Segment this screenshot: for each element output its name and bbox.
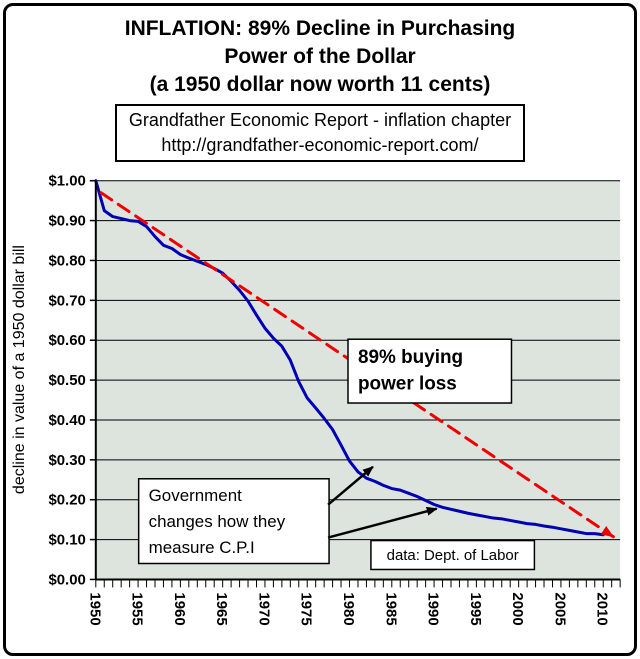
cpi-note-text: changes how they [149, 512, 286, 531]
x-axis-tick-label: 1950 [86, 592, 103, 625]
source-box: Grandfather Economic Report - inflation … [114, 104, 526, 162]
y-axis-title: decline in value of a 1950 dollar bill [10, 245, 28, 495]
cpi-note-box [137, 478, 330, 565]
source-url: http://grandfather-economic-report.com/ [161, 135, 479, 155]
x-axis-tick-label: 1980 [340, 592, 357, 625]
x-axis-tick-label: 1975 [298, 592, 315, 625]
loss-label-text: power loss [358, 374, 457, 395]
chart-title-line1: INFLATION: 89% Decline in Purchasing [124, 17, 516, 40]
y-axis-tick-label: $0.00 [48, 571, 85, 588]
y-axis-tick-label: $0.20 [48, 492, 85, 509]
y-axis-tick-label: $0.90 [48, 213, 85, 230]
y-axis-tick-label: $0.70 [48, 292, 85, 309]
x-axis-tick-label: 1965 [213, 592, 230, 625]
cpi-note-text: measure C.P.I [149, 538, 255, 557]
x-axis-tick-label: 1960 [171, 592, 188, 625]
x-axis-tick-label: 2000 [509, 592, 526, 625]
source-note-text: data: Dept. of Labor [387, 547, 519, 564]
y-axis-title-wrap: decline in value of a 1950 dollar bill [6, 170, 34, 640]
y-axis-tick-label: $0.40 [48, 412, 85, 429]
x-axis-tick-label: 1955 [128, 592, 145, 625]
loss-label-text: 89% buying [358, 347, 463, 368]
loss-label-box [347, 338, 513, 404]
cpi-arrow-2 [327, 506, 438, 539]
source-text: Grandfather Economic Report - inflation … [128, 110, 512, 130]
chart-title: INFLATION: 89% Decline in Purchasing Pow… [6, 6, 634, 99]
y-axis-tick-label: $1.00 [48, 173, 85, 190]
y-axis-tick-label: $0.50 [48, 372, 85, 389]
y-axis-tick-label: $0.10 [48, 532, 85, 549]
source-note-box [370, 539, 536, 571]
x-axis-tick-label: 1985 [382, 592, 399, 625]
x-axis-tick-label: 1995 [467, 592, 484, 625]
x-axis-tick-label: 1990 [425, 592, 442, 625]
x-axis-tick-label: 1970 [255, 592, 272, 625]
actual-dollar-value [94, 179, 605, 537]
chart-area: decline in value of a 1950 dollar bill $… [6, 170, 634, 640]
chart-plot: $1.00 $0.90 $0.80 $0.70 $0.60 $0.50 $0.40 $0.30… [48, 173, 621, 626]
trend-line [99, 191, 615, 539]
y-axis-tick-label: $0.80 [48, 252, 85, 269]
cpi-note-text: Government [149, 486, 242, 505]
y-axis-tick-label: $0.30 [48, 452, 85, 469]
chart-frame: INFLATION: 89% Decline in Purchasing Pow… [3, 3, 637, 656]
x-axis-tick-label: 2010 [594, 592, 611, 625]
cpi-arrow-1 [327, 465, 374, 506]
x-axis-tick-label: 2005 [551, 592, 568, 625]
y-axis-tick-label: $0.60 [48, 332, 85, 349]
chart-title-line3: (a 1950 dollar now worth 11 cents) [149, 73, 491, 96]
chart-title-line2: Power of the Dollar [224, 45, 416, 68]
